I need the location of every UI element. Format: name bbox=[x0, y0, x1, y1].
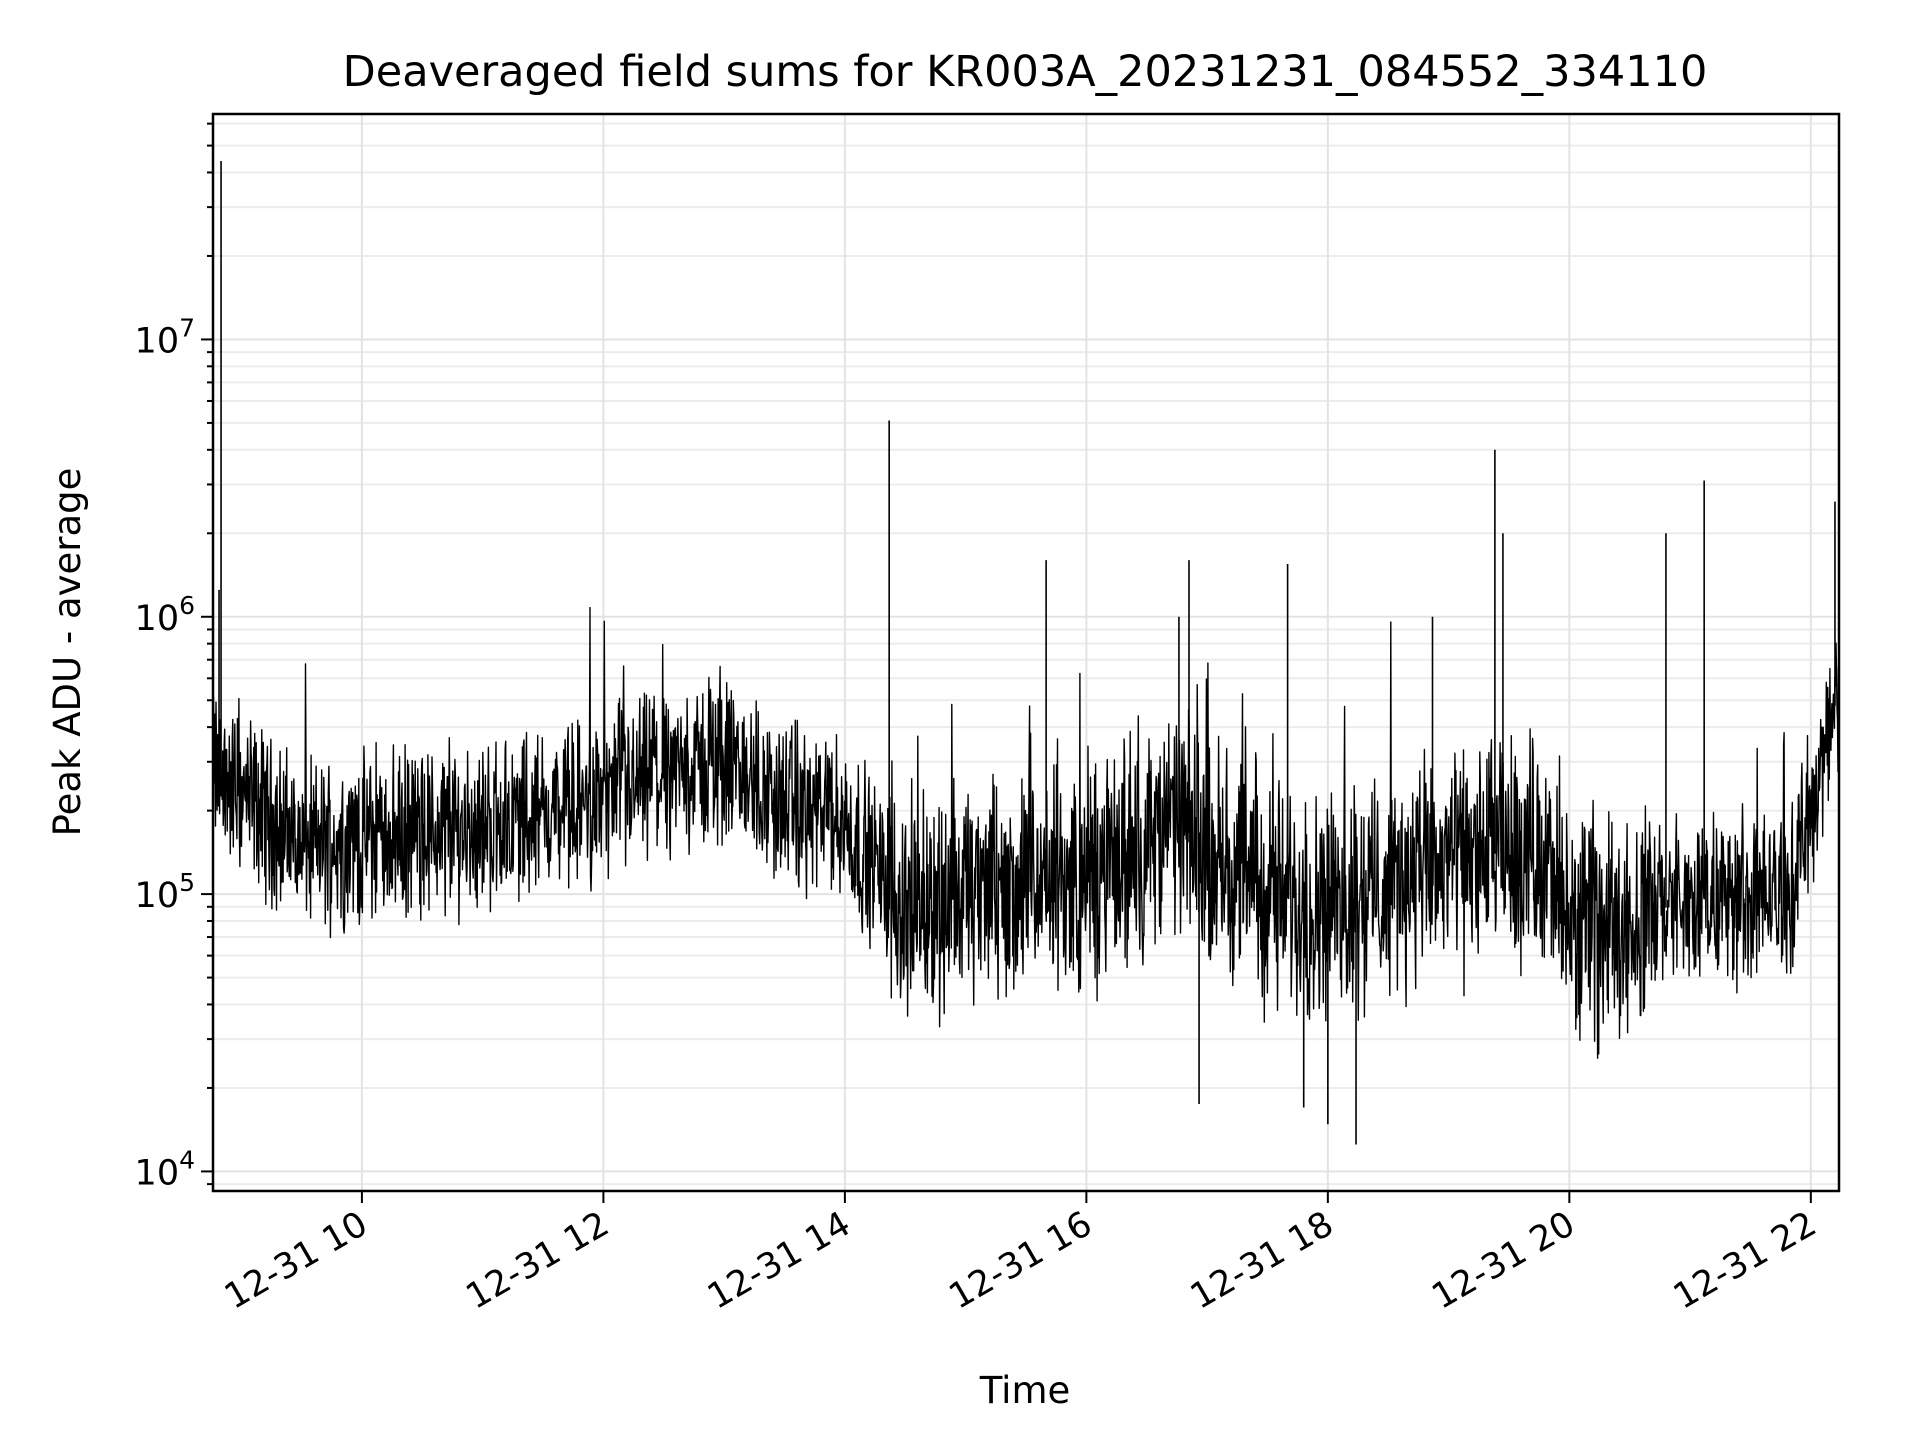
series-spikes bbox=[218, 160, 1836, 1145]
x-axis-label: Time bbox=[979, 1369, 1071, 1412]
y-axis-ticks: 104 105 106 107 bbox=[135, 122, 213, 1193]
x-tick-label: 12-31 22 bbox=[1667, 1204, 1823, 1317]
x-axis-ticks: 12-31 10 12-31 12 12-31 14 12-31 16 12-31 18… bbox=[218, 1191, 1823, 1317]
y-tick-label: 107 bbox=[135, 313, 195, 361]
x-tick-label: 12-31 12 bbox=[460, 1204, 616, 1317]
series-line bbox=[212, 606, 1840, 1059]
y-tick-label: 105 bbox=[135, 868, 195, 916]
x-tick-label: 12-31 20 bbox=[1426, 1204, 1582, 1317]
y-axis-label: Peak ADU - average bbox=[46, 468, 89, 837]
y-tick-label: 106 bbox=[135, 591, 195, 639]
x-tick-label: 12-31 10 bbox=[218, 1204, 374, 1317]
chart-title: Deaveraged field sums for KR003A_2023123… bbox=[343, 47, 1708, 97]
x-tick-label: 12-31 18 bbox=[1184, 1204, 1340, 1317]
x-tick-label: 12-31 14 bbox=[701, 1204, 857, 1317]
x-tick-label: 12-31 16 bbox=[943, 1204, 1099, 1317]
plot-frame bbox=[211, 112, 1841, 1193]
y-tick-label: 104 bbox=[135, 1145, 195, 1193]
